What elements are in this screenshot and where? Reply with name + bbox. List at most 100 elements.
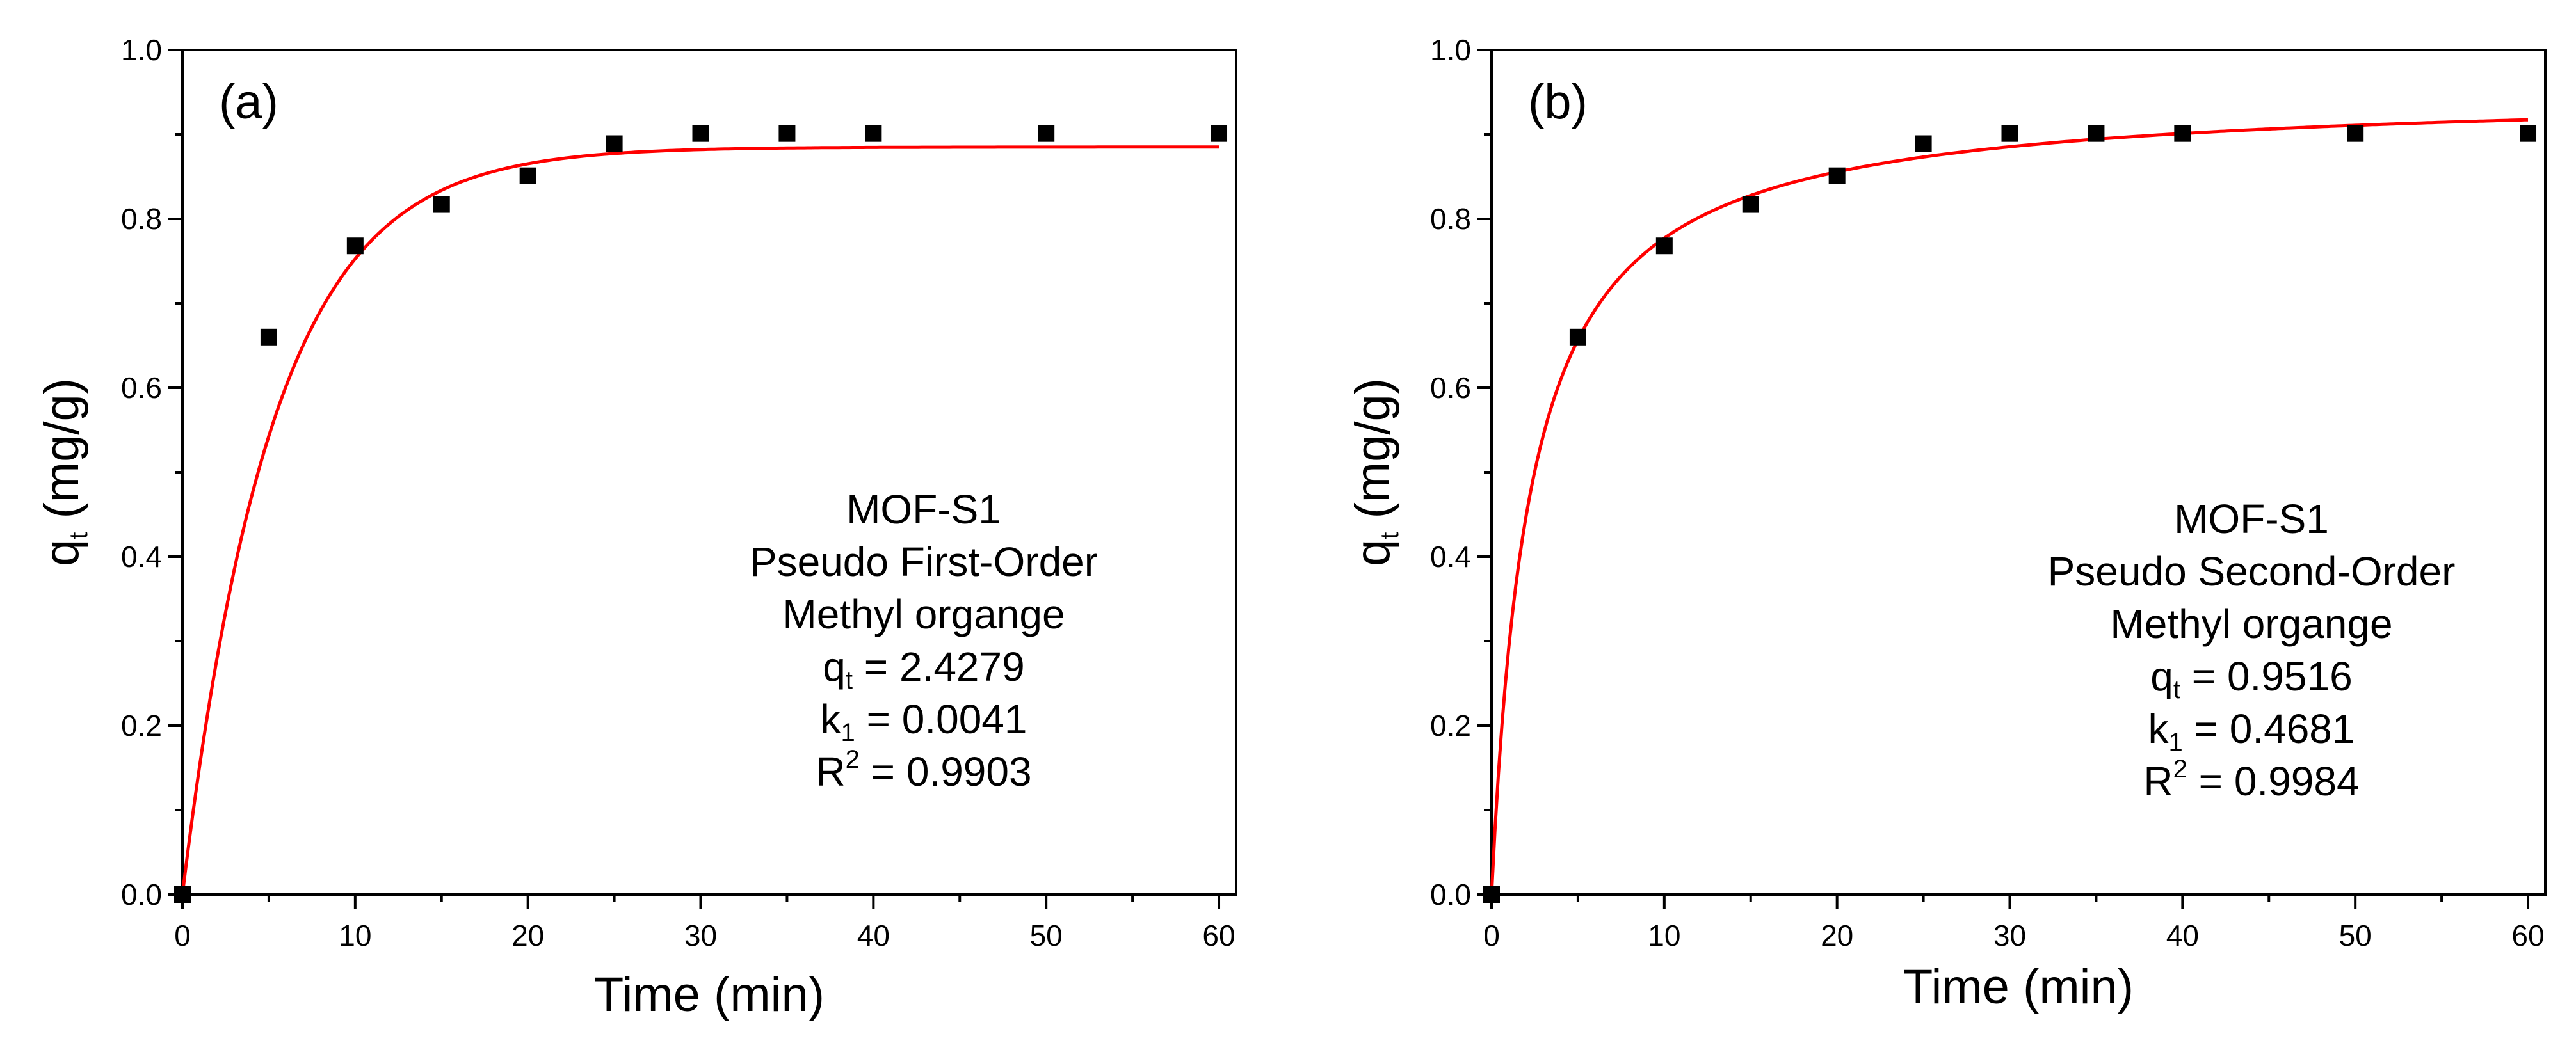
- y-tick-label: 0.2: [121, 709, 162, 742]
- annotation-k: k1 = 0.0041: [821, 696, 1027, 747]
- annotation-k-sub: 1: [841, 719, 855, 747]
- annotation-r2-value: = 0.9903: [860, 749, 1032, 795]
- fit-curve-layer: [181, 145, 1219, 895]
- fit-annotation: MOF-S1 Pseudo First-Order Methyl organge…: [750, 486, 1098, 795]
- annotation-r2-sup: 2: [846, 745, 860, 774]
- y-tick-label: 1.0: [121, 33, 162, 67]
- y-tick-label: 0.0: [1430, 878, 1471, 911]
- x-tick-label: 20: [511, 919, 544, 952]
- data-point: [778, 125, 796, 142]
- y-axis-title-sub: t: [65, 532, 93, 539]
- data-point: [260, 328, 277, 346]
- x-tick-labels: 0 10 20 30 40 50 60: [174, 919, 1235, 952]
- y-tick-label: 0.6: [1430, 371, 1471, 404]
- annotation-qt-value: = 2.4279: [853, 644, 1025, 690]
- annotation-k-sub: 1: [2169, 728, 2183, 756]
- data-point: [865, 125, 882, 142]
- data-point: [174, 886, 191, 903]
- y-axis-title: qt (mg/g): [35, 378, 93, 566]
- x-tick-label: 10: [339, 919, 371, 952]
- data-point: [1483, 886, 1500, 903]
- y-axis-title-unit: (mg/g): [35, 378, 89, 532]
- x-tick-label: 0: [174, 919, 191, 952]
- fit-curve-layer: [1490, 118, 2529, 895]
- panel-label: (a): [219, 75, 278, 129]
- plot-frame: [181, 49, 1237, 896]
- data-point: [2347, 125, 2364, 142]
- x-ticks: [181, 895, 1221, 909]
- chart-panel-b: 0.0 0.2 0.4 0.6 0.8 1.0 0 10 20 30 40 50 60 (b) Tim…: [1346, 33, 2547, 1014]
- data-point: [433, 196, 450, 213]
- x-axis-title: Time (min): [1903, 960, 2134, 1014]
- y-ticks: [168, 49, 182, 896]
- x-tick-label: 30: [1993, 919, 2026, 952]
- chart-panel-a: 0.0 0.2 0.4 0.6 0.8 1.0 0 10 20 30 40 50 60 (a) Tim…: [35, 33, 1237, 1022]
- annotation-k-main: k: [821, 696, 842, 742]
- y-tick-label: 1.0: [1430, 33, 1471, 67]
- annotation-qt: qt = 0.9516: [2150, 653, 2352, 704]
- data-point: [2001, 125, 2018, 142]
- panel-label: (b): [1528, 75, 1588, 129]
- x-tick-label: 30: [684, 919, 717, 952]
- data-points: [1483, 125, 2537, 903]
- data-point: [692, 125, 709, 142]
- data-point: [2088, 125, 2105, 142]
- annotation-k-main: k: [2148, 706, 2169, 752]
- y-tick-label: 0.6: [121, 371, 162, 404]
- data-point: [1569, 328, 1586, 346]
- data-point: [2174, 125, 2191, 142]
- annotation-sample: MOF-S1: [2174, 496, 2329, 542]
- x-tick-label: 0: [1483, 919, 1500, 952]
- x-tick-label: 60: [2511, 919, 2544, 952]
- x-axis-title: Time (min): [594, 967, 825, 1022]
- x-tick-label: 20: [1821, 919, 1853, 952]
- y-axis-title-unit: (mg/g): [1346, 378, 1400, 532]
- data-point: [1742, 196, 1759, 213]
- annotation-k-value: = 0.4681: [2183, 706, 2355, 752]
- annotation-qt-sub: t: [2173, 676, 2180, 704]
- annotation-sample: MOF-S1: [846, 486, 1001, 532]
- data-point: [1211, 125, 1228, 142]
- data-point: [1915, 135, 1932, 152]
- annotation-qt-value: = 0.9516: [2180, 653, 2353, 699]
- data-point: [1038, 125, 1055, 142]
- x-tick-label: 50: [1030, 919, 1063, 952]
- x-tick-label: 10: [1648, 919, 1680, 952]
- data-point: [2520, 125, 2537, 142]
- data-point: [606, 135, 623, 152]
- y-tick-labels: 0.0 0.2 0.4 0.6 0.8 1.0: [1430, 33, 1471, 911]
- annotation-r2-value: = 0.9984: [2187, 758, 2360, 804]
- annotation-r2-main: R: [2143, 758, 2173, 804]
- annotation-dye: Methyl organge: [2110, 601, 2392, 647]
- annotation-k: k1 = 0.4681: [2148, 706, 2355, 756]
- annotation-qt-sub: t: [846, 666, 853, 694]
- data-points: [174, 125, 1228, 903]
- annotation-r2: R2 = 0.9903: [816, 745, 1031, 795]
- y-tick-labels: 0.0 0.2 0.4 0.6 0.8 1.0: [121, 33, 162, 911]
- plot-frame: [1490, 49, 2547, 896]
- y-ticks: [1477, 49, 1492, 896]
- y-tick-label: 0.4: [1430, 540, 1471, 573]
- y-tick-label: 0.8: [121, 202, 162, 235]
- annotation-r2-sup: 2: [2173, 755, 2187, 783]
- fit-curve: [181, 145, 1219, 895]
- x-tick-label: 40: [2166, 919, 2199, 952]
- y-axis-title: qt (mg/g): [1346, 378, 1404, 566]
- annotation-qt: qt = 2.4279: [823, 644, 1024, 694]
- annotation-model: Pseudo Second-Order: [2048, 548, 2456, 594]
- x-tick-label: 50: [2339, 919, 2372, 952]
- y-axis-title-sub: t: [1376, 532, 1404, 539]
- x-tick-labels: 0 10 20 30 40 50 60: [1483, 919, 2544, 952]
- y-tick-label: 0.0: [121, 878, 162, 911]
- data-point: [346, 237, 364, 255]
- annotation-qt-main: q: [823, 644, 846, 690]
- y-tick-label: 0.4: [121, 540, 162, 573]
- x-ticks: [1490, 895, 2530, 909]
- fit-curve: [1490, 118, 2529, 895]
- data-point: [1828, 167, 1846, 184]
- annotation-model: Pseudo First-Order: [750, 539, 1098, 585]
- x-tick-label: 40: [857, 919, 890, 952]
- annotation-r2-main: R: [816, 749, 845, 795]
- data-point: [1655, 237, 1673, 255]
